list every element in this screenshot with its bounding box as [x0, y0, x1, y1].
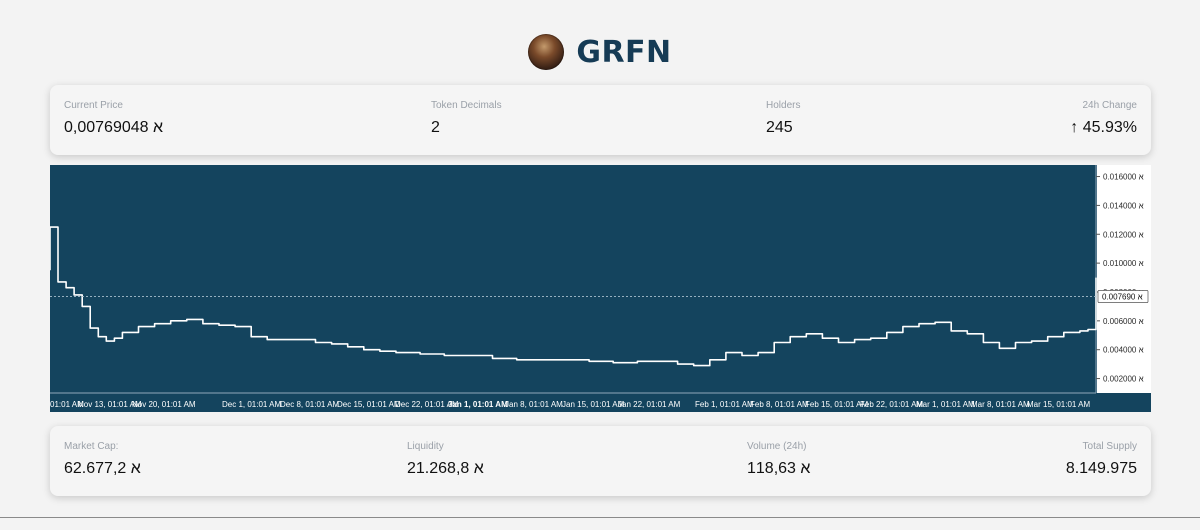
x-tick-label: Jan 22, 01:01 AM	[618, 400, 681, 409]
x-tick-label: Feb 22, 01:01 AM	[860, 400, 923, 409]
stat-value: 2	[431, 119, 440, 136]
x-tick-label: Jan 1, 01:01 AM	[448, 400, 508, 409]
stat-label: Liquidity	[407, 441, 444, 452]
x-tick-label: 01:01 AM	[50, 400, 84, 409]
x-tick-label: Jan 15, 01:01 AM	[562, 400, 625, 409]
y-tick-label: 0.004000 א	[1103, 346, 1144, 355]
stat-label: Holders	[766, 100, 801, 111]
stat-token-decimals: Token Decimals 2	[431, 100, 502, 137]
stat-current-price: Current Price 0,00769048 א	[64, 100, 163, 137]
stat-liquidity: Liquidity 21.268,8 א	[407, 441, 484, 478]
stat-total-supply: Total Supply 8.149.975	[1066, 441, 1137, 478]
stat-value: 245	[766, 119, 793, 136]
price-info-card: Current Price 0,00769048 א Token Decimal…	[50, 85, 1151, 155]
stat-market-cap: Market Cap: 62.677,2 א	[64, 441, 141, 478]
y-tick-label: 0.014000 א	[1103, 201, 1144, 210]
stat-value: 118,63 א	[747, 460, 811, 477]
x-tick-label: Jan 8, 01:01 AM	[505, 400, 563, 409]
price-chart-svg[interactable]: 0.016000 א 0.014000 א 0.012000 א 0.010000 א…	[50, 165, 1151, 412]
change-value: ↑ 45.93%	[1070, 119, 1137, 136]
x-tick-label: Dec 15, 01:01 AM	[337, 400, 401, 409]
y-tick-label: 0.006000 א	[1103, 317, 1144, 326]
market-info-card: Market Cap: 62.677,2 א Liquidity 21.268,…	[50, 426, 1151, 496]
series-line	[50, 226, 1097, 367]
stat-label: 24h Change	[1082, 100, 1138, 111]
stat-value: 8.149.975	[1065, 460, 1137, 477]
x-tick-label: Feb 15, 01:01 AM	[805, 400, 868, 409]
stat-label: Total Supply	[1082, 441, 1137, 452]
y-tick-label: 0.002000 א	[1103, 375, 1144, 384]
stat-label: Current Price	[64, 100, 123, 111]
header: GRFN	[0, 30, 1200, 74]
y-tick-label: 0.012000 א	[1103, 230, 1144, 239]
y-tick-label: 0.016000 א	[1103, 173, 1144, 182]
stat-label: Market Cap:	[64, 441, 119, 452]
y-axis-panel	[1097, 165, 1151, 393]
stat-holders: Holders 245	[766, 100, 800, 137]
stat-label: Volume (24h)	[747, 441, 807, 452]
stat-value: 62.677,2 א	[64, 460, 141, 477]
x-tick-label: Dec 1, 01:01 AM	[222, 400, 281, 409]
x-tick-label: Nov 13, 01:01 AM	[78, 400, 142, 409]
x-tick-label: Dec 8, 01:01 AM	[280, 400, 339, 409]
stat-volume-24h: Volume (24h) 118,63 א	[747, 441, 810, 478]
x-tick-label: Feb 8, 01:01 AM	[750, 400, 809, 409]
x-tick-label: Mar 1, 01:01 AM	[916, 400, 975, 409]
price-chart[interactable]: 0.016000 א 0.014000 א 0.012000 א 0.010000 א…	[50, 165, 1151, 412]
x-tick-label: Mar 8, 01:01 AM	[971, 400, 1030, 409]
stat-24h-change: 24h Change ↑ 45.93%	[1070, 100, 1137, 137]
current-price-label-box	[1097, 290, 1149, 303]
token-avatar-icon	[528, 34, 565, 70]
x-tick-label: Dec 22, 01:01 AM	[395, 400, 459, 409]
current-price-label: 0.007690 א	[1102, 292, 1143, 301]
stat-value: 21.268,8 א	[407, 460, 484, 477]
page-title: GRFN	[576, 34, 672, 70]
x-tick-label: Feb 1, 01:01 AM	[695, 400, 754, 409]
y-tick-label: 0.010000 א	[1103, 259, 1144, 268]
stat-value: 0,00769048 א	[64, 119, 164, 136]
bottom-divider	[0, 517, 1200, 518]
stat-label: Token Decimals	[431, 100, 502, 111]
x-tick-label: Mar 15, 01:01 AM	[1027, 400, 1090, 409]
x-tick-label: Nov 20, 01:01 AM	[132, 400, 196, 409]
